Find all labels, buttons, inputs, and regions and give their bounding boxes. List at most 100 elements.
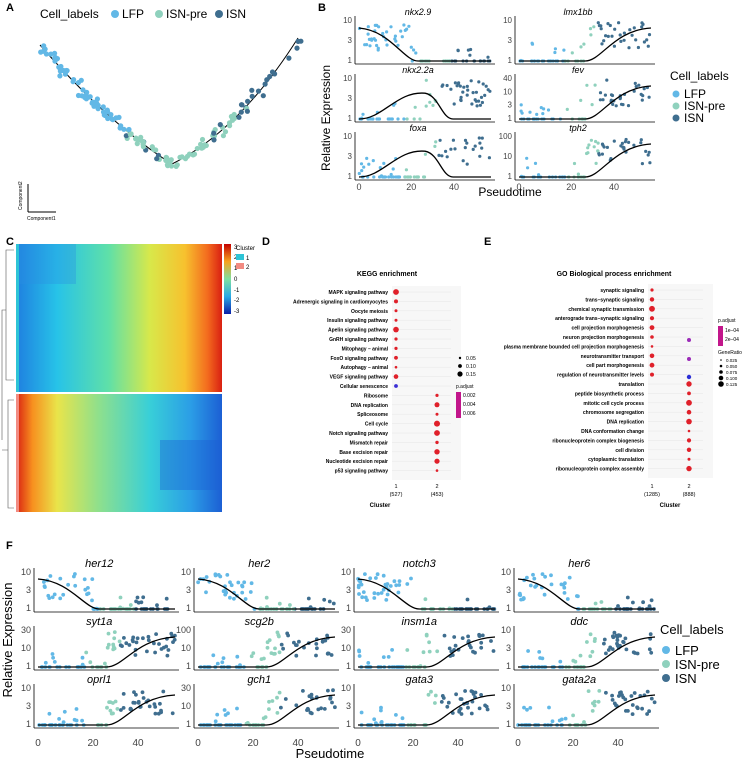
panel-f-expression-plots: Relative Expression Pseudotime Cell_labe…	[0, 558, 724, 761]
expr-point	[90, 598, 94, 603]
expr-point	[479, 95, 484, 99]
expr-point	[270, 699, 275, 703]
expr-point	[474, 90, 478, 94]
expr-point	[622, 38, 626, 42]
expr-point	[588, 654, 593, 659]
panel-letter-a: A	[6, 2, 14, 14]
expr-point	[119, 708, 123, 712]
gene-title: tph2	[569, 123, 587, 133]
term-label: neurotransmitter transport	[581, 354, 645, 360]
y-tick-label: 3	[506, 701, 511, 711]
expr-point	[586, 689, 591, 693]
gene-title: gch1	[247, 674, 271, 686]
expr-point	[606, 22, 610, 26]
expr-point	[602, 641, 606, 646]
term-label: Insulin signaling pathway	[327, 318, 388, 324]
trajectory-point	[222, 129, 229, 135]
heatmap-color-scale	[224, 244, 231, 314]
gene-title: lmx1bb	[563, 7, 592, 17]
expr-point	[480, 100, 484, 105]
trajectory-point	[38, 49, 44, 55]
legend-a-dot-lfp	[111, 10, 119, 18]
expr-point	[489, 639, 493, 643]
expr-point	[402, 117, 406, 121]
expr-point	[456, 49, 460, 53]
expr-point	[405, 648, 410, 652]
size-legend-label: 0.05	[466, 356, 476, 362]
expr-point	[127, 643, 132, 647]
trajectory-point	[126, 126, 132, 133]
expr-point	[446, 700, 451, 705]
expr-point	[331, 601, 336, 606]
expr-point	[477, 99, 481, 103]
expr-point	[478, 141, 482, 145]
expr-point	[73, 583, 78, 588]
kegg-count-1: (527)	[390, 492, 403, 498]
expr-point	[562, 585, 567, 590]
expr-point	[215, 712, 220, 717]
trajectory-point	[100, 104, 106, 110]
trajectory-point	[238, 109, 244, 115]
expr-point	[372, 596, 377, 600]
trajectory-point	[140, 144, 146, 150]
expr-point	[372, 591, 377, 596]
expr-point	[393, 34, 397, 38]
expr-point	[121, 692, 126, 696]
expr-point	[461, 159, 465, 163]
y-tick-label: 3	[26, 585, 31, 595]
expr-point	[133, 701, 137, 705]
expr-point	[136, 701, 141, 705]
expr-point	[153, 650, 158, 655]
expr-point	[108, 708, 113, 713]
legend-a-isnpre: ISN-pre	[166, 7, 208, 21]
trend-curve	[519, 27, 652, 62]
expr-point	[640, 25, 644, 29]
expr-point	[393, 37, 397, 41]
expr-point	[361, 590, 366, 594]
expr-point	[376, 591, 380, 596]
expr-point	[563, 716, 568, 721]
expr-point	[471, 91, 475, 95]
expr-point	[294, 703, 299, 708]
gene-title: her6	[568, 558, 591, 570]
term-label: cell projection morphogenesis	[571, 326, 644, 332]
expr-point	[265, 645, 270, 650]
expr-point	[412, 117, 416, 121]
expr-point	[445, 155, 449, 159]
x-tick-label: 20	[566, 182, 576, 192]
enrichment-dot	[686, 409, 692, 415]
expr-point	[396, 117, 400, 121]
trajectory-point	[164, 162, 170, 168]
expr-point	[465, 141, 469, 145]
enrichment-dot	[687, 338, 691, 342]
expr-point	[386, 117, 390, 121]
expr-point	[423, 152, 427, 156]
x-tick-label: 40	[292, 738, 304, 749]
expr-point	[460, 636, 465, 640]
expr-point	[80, 655, 85, 660]
expr-point	[589, 138, 593, 142]
expr-point	[418, 117, 422, 121]
padj-title: p.adjust	[456, 384, 474, 390]
expr-point	[224, 590, 229, 595]
expr-point	[288, 603, 292, 607]
expr-point	[109, 711, 114, 716]
expr-point	[286, 633, 290, 638]
y-tick-label: 10	[501, 625, 511, 635]
expr-point	[366, 661, 371, 665]
expr-plot-: gata2a 10 3 1	[501, 674, 659, 729]
expr-point	[547, 705, 551, 710]
x-tick-label: 20	[567, 738, 579, 749]
expr-point	[617, 21, 621, 25]
expr-point	[381, 573, 386, 578]
expr-point	[392, 103, 396, 107]
expr-point	[622, 31, 626, 35]
expr-point	[80, 662, 85, 667]
y-tick-label: 10	[341, 643, 351, 653]
expr-point	[630, 33, 634, 37]
expr-point	[382, 161, 386, 165]
trajectory-point	[109, 116, 115, 122]
gene-title: her12	[85, 558, 113, 570]
size-legend-label: 0.025	[726, 358, 738, 363]
expr-point	[470, 102, 474, 106]
